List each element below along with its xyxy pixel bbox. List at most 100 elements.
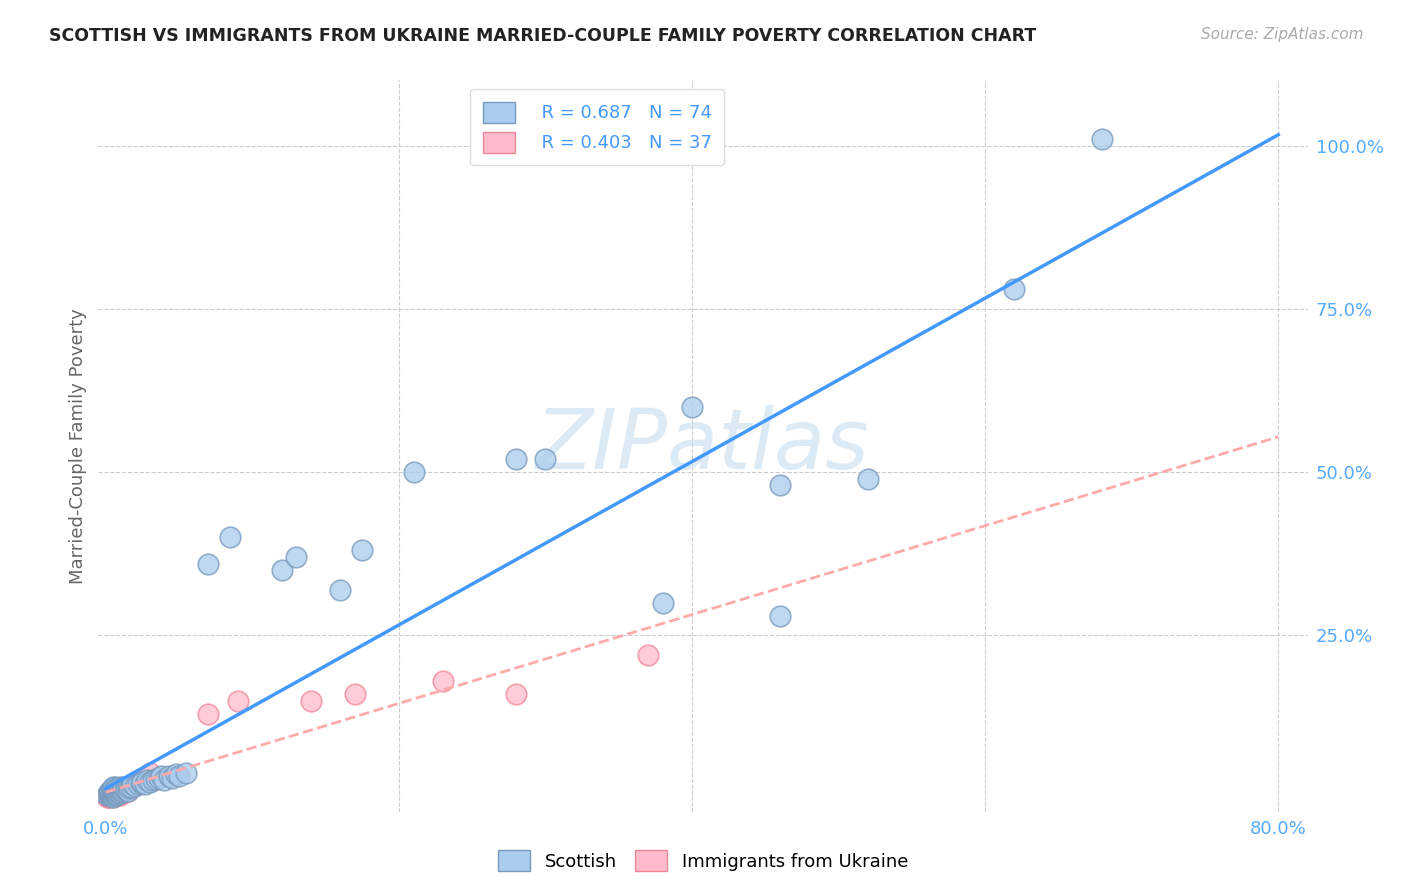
Text: Source: ZipAtlas.com: Source: ZipAtlas.com <box>1201 27 1364 42</box>
Point <box>120 779 142 793</box>
Point <box>343 687 366 701</box>
Point <box>299 694 322 708</box>
Point <box>127 777 149 791</box>
Point <box>100 789 122 803</box>
Point <box>98 785 121 799</box>
Point <box>134 777 156 791</box>
Point <box>150 769 173 783</box>
Point <box>1091 132 1114 146</box>
Point <box>101 785 124 799</box>
Point <box>98 788 121 802</box>
Point <box>111 787 134 801</box>
Point <box>111 781 134 796</box>
Point <box>1004 282 1026 296</box>
Point <box>110 783 132 797</box>
Point <box>97 789 120 803</box>
Point <box>121 777 143 791</box>
Point <box>197 706 219 721</box>
Point <box>505 452 527 467</box>
Point <box>131 775 153 789</box>
Point <box>107 784 129 798</box>
Point <box>148 771 170 785</box>
Point <box>112 784 135 798</box>
Point <box>97 789 120 804</box>
Point <box>219 530 242 544</box>
Point <box>145 772 167 786</box>
Point <box>129 776 152 790</box>
Point <box>157 769 180 783</box>
Point <box>114 782 136 797</box>
Point <box>115 782 138 797</box>
Point <box>101 788 124 802</box>
Point <box>138 775 160 789</box>
Point <box>107 781 129 796</box>
Point <box>856 472 879 486</box>
Point <box>107 784 129 798</box>
Point <box>103 789 125 803</box>
Point <box>197 557 219 571</box>
Point <box>103 789 125 803</box>
Point <box>110 780 132 794</box>
Point <box>176 765 198 780</box>
Point <box>270 563 292 577</box>
Point <box>101 782 124 797</box>
Point <box>97 785 120 799</box>
Point <box>100 789 122 803</box>
Point <box>329 582 352 597</box>
Point <box>105 781 128 796</box>
Point <box>681 400 703 414</box>
Point <box>167 769 190 783</box>
Point <box>107 788 129 802</box>
Point <box>651 596 673 610</box>
Point <box>352 543 374 558</box>
Y-axis label: Married-Couple Family Poverty: Married-Couple Family Poverty <box>69 308 87 584</box>
Point <box>115 781 138 796</box>
Point <box>226 694 249 708</box>
Point <box>103 786 125 800</box>
Point <box>101 785 124 799</box>
Point <box>107 787 129 801</box>
Point <box>105 785 128 799</box>
Point <box>769 608 792 623</box>
Point <box>105 785 128 799</box>
Point <box>110 787 132 801</box>
Point <box>112 784 135 798</box>
Point <box>98 789 121 803</box>
Text: ZIPatlas: ZIPatlas <box>536 406 870 486</box>
Point <box>111 785 134 799</box>
Point <box>96 789 118 804</box>
Point <box>402 465 425 479</box>
Point <box>432 674 454 689</box>
Point <box>98 784 121 798</box>
Point <box>120 780 142 794</box>
Point <box>769 478 792 492</box>
Point <box>117 779 139 793</box>
Point <box>101 788 124 802</box>
Point <box>142 773 165 788</box>
Point <box>98 789 121 804</box>
Point <box>110 789 132 803</box>
Point <box>118 781 141 796</box>
Point <box>101 789 124 804</box>
Text: SCOTTISH VS IMMIGRANTS FROM UKRAINE MARRIED-COUPLE FAMILY POVERTY CORRELATION CH: SCOTTISH VS IMMIGRANTS FROM UKRAINE MARR… <box>49 27 1036 45</box>
Point <box>100 781 122 796</box>
Point <box>98 787 121 801</box>
Point <box>100 787 122 801</box>
Point <box>124 775 146 789</box>
Point <box>101 789 124 804</box>
Point <box>114 785 136 799</box>
Point <box>285 549 308 564</box>
Point <box>105 789 128 803</box>
Point <box>505 687 527 701</box>
Point <box>108 787 131 801</box>
Point <box>108 787 131 801</box>
Point <box>165 767 187 781</box>
Point <box>108 782 131 797</box>
Legend: Scottish, Immigrants from Ukraine: Scottish, Immigrants from Ukraine <box>491 843 915 879</box>
Point <box>117 784 139 798</box>
Point <box>117 784 139 798</box>
Point <box>131 772 153 786</box>
Point <box>138 765 160 780</box>
Point <box>160 771 183 785</box>
Point <box>101 780 124 794</box>
